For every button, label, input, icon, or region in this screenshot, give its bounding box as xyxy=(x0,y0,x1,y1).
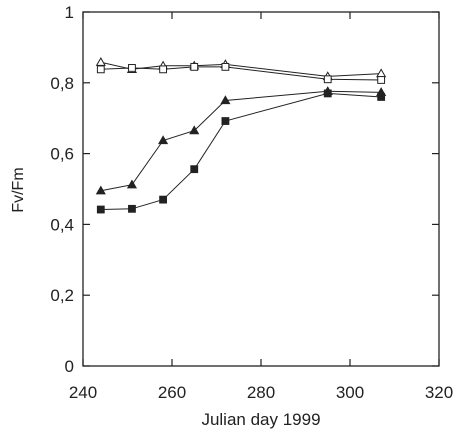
x-tick-label: 240 xyxy=(69,383,97,402)
y-axis-ticks xyxy=(83,11,439,367)
data-point-filled-square xyxy=(159,195,167,204)
series-line xyxy=(100,92,382,210)
data-point-filled-triangle xyxy=(126,179,138,189)
data-point-filled-square xyxy=(221,117,230,125)
data-point-filled-square xyxy=(128,204,136,213)
x-tick-label: 280 xyxy=(247,383,275,402)
data-point-filled-square xyxy=(377,93,386,101)
data-point-filled-square xyxy=(96,205,105,214)
data-point-open-square xyxy=(96,65,105,74)
data-point-open-square xyxy=(159,65,167,74)
series-line xyxy=(100,61,382,77)
data-point-filled-triangle xyxy=(158,135,169,145)
y-tick-label: 0,8 xyxy=(50,74,74,93)
y-tick-label: 0,4 xyxy=(50,215,74,234)
data-point-filled-triangle xyxy=(189,125,200,135)
data-point-filled-triangle xyxy=(95,185,106,195)
series-line xyxy=(100,90,382,192)
series-layer xyxy=(95,57,387,214)
data-point-open-square xyxy=(221,62,230,71)
series-open-square xyxy=(96,62,386,84)
y-tick-label: 0 xyxy=(65,357,74,376)
data-point-open-square xyxy=(190,62,199,71)
x-tick-label: 300 xyxy=(336,383,364,402)
x-tick-label: 320 xyxy=(425,383,453,402)
data-point-open-square xyxy=(323,75,332,84)
data-point-filled-square xyxy=(190,165,199,174)
data-point-open-triangle xyxy=(95,57,106,66)
data-point-filled-triangle xyxy=(220,95,231,105)
y-axis-tick-labels: 0 0,2 0,4 0,6 0,8 1 xyxy=(50,3,74,376)
x-tick-label: 260 xyxy=(158,383,186,402)
data-point-open-square xyxy=(128,64,136,72)
data-point-filled-square xyxy=(323,89,332,98)
series-filled-square xyxy=(96,89,386,214)
y-axis-label: Fv/Fm xyxy=(10,167,27,212)
y-tick-label: 0,6 xyxy=(50,145,74,164)
series-filled-triangle xyxy=(95,86,387,195)
x-axis-label: Julian day 1999 xyxy=(201,410,320,429)
plot-area-frame xyxy=(82,11,440,367)
y-tick-label: 1 xyxy=(65,3,74,22)
data-point-open-triangle xyxy=(376,68,387,78)
series-line xyxy=(100,66,382,81)
x-axis-tick-labels: 240 260 280 300 320 xyxy=(69,383,453,402)
y-tick-label: 0,2 xyxy=(50,286,74,305)
x-axis-ticks xyxy=(82,12,440,366)
data-point-open-square xyxy=(377,76,386,84)
